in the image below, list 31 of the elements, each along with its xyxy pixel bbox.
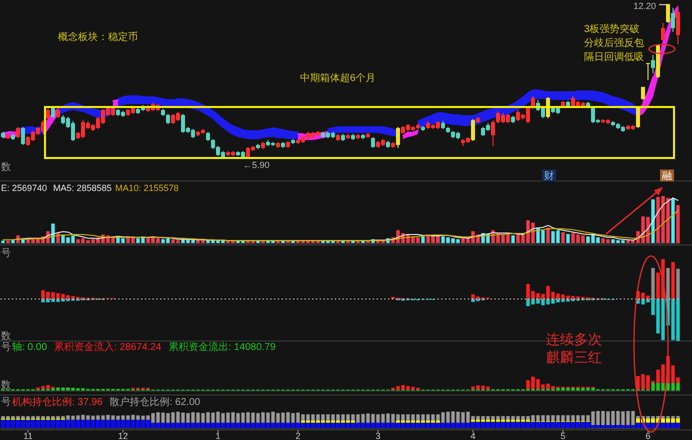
x-tick-label: 3 bbox=[375, 431, 381, 440]
annotation: 分歧后强反包 bbox=[584, 37, 644, 49]
annotation: 数 bbox=[1, 331, 11, 342]
text: 累积资金流出: 14080.79 bbox=[168, 341, 276, 353]
text: 号 bbox=[1, 397, 11, 408]
text: 数 bbox=[1, 162, 11, 173]
text: MA5: 2858585 bbox=[53, 183, 112, 193]
annotation: 中期箱体超6个月 bbox=[300, 72, 376, 84]
annotation: 12.20 bbox=[633, 1, 656, 11]
text: 累积资金流入: 28674.24 bbox=[54, 341, 162, 353]
annotation: 数 bbox=[1, 380, 11, 391]
x-tick-label: 6 bbox=[645, 431, 651, 440]
annotation: 概念板块：稳定币 bbox=[58, 31, 138, 43]
annotation: 麒麟三红 bbox=[546, 349, 602, 365]
text: 号 bbox=[1, 248, 11, 259]
annotation: 3板强势突破 bbox=[584, 23, 640, 35]
chart-title: 机构持仓比例: 37.96 bbox=[12, 396, 104, 408]
annotation: 连续多次 bbox=[546, 331, 602, 347]
text: 号 bbox=[1, 342, 11, 353]
x-tick-label: 11 bbox=[23, 431, 33, 440]
x-tick-label: 1 bbox=[215, 431, 221, 440]
text: ←5.90 bbox=[243, 160, 270, 170]
x-tick-label: 5 bbox=[560, 431, 566, 440]
chart-subtitle: 散户持仓比例: 62.00 bbox=[110, 396, 201, 408]
text: MA10: 2155578 bbox=[115, 183, 179, 193]
x-tick-label: 2 bbox=[295, 431, 301, 440]
x-tick-label: 12 bbox=[118, 431, 128, 440]
chart-title: 轴: 0.00 bbox=[12, 341, 48, 353]
chart-title: E: 2569740 bbox=[1, 183, 48, 193]
annotation: 隔日回调低吸 bbox=[584, 51, 644, 63]
x-tick-label: 4 bbox=[470, 431, 476, 440]
